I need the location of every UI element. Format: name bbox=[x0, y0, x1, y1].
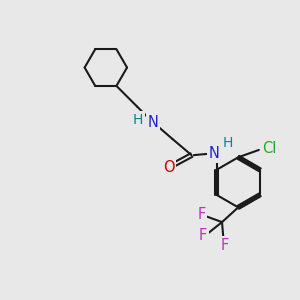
Text: H: H bbox=[133, 113, 143, 127]
Text: F: F bbox=[221, 238, 229, 253]
Text: N: N bbox=[148, 115, 159, 130]
Text: Cl: Cl bbox=[262, 141, 276, 156]
Text: O: O bbox=[163, 160, 175, 175]
Text: F: F bbox=[199, 228, 207, 243]
Text: F: F bbox=[197, 207, 206, 222]
Text: H: H bbox=[223, 136, 233, 150]
Text: N: N bbox=[208, 146, 219, 161]
